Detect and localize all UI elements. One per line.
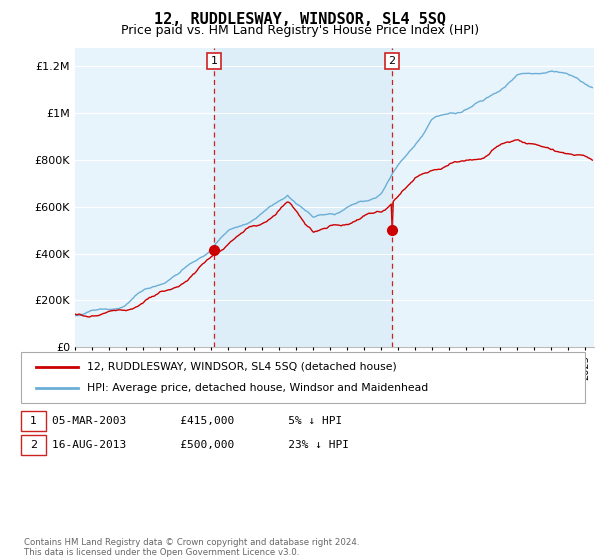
- Text: 1: 1: [211, 56, 218, 66]
- Text: 16-AUG-2013        £500,000        23% ↓ HPI: 16-AUG-2013 £500,000 23% ↓ HPI: [52, 440, 349, 450]
- Text: 12, RUDDLESWAY, WINDSOR, SL4 5SQ: 12, RUDDLESWAY, WINDSOR, SL4 5SQ: [154, 12, 446, 27]
- Text: Contains HM Land Registry data © Crown copyright and database right 2024.
This d: Contains HM Land Registry data © Crown c…: [24, 538, 359, 557]
- Text: 05-MAR-2003        £415,000        5% ↓ HPI: 05-MAR-2003 £415,000 5% ↓ HPI: [52, 416, 343, 426]
- Bar: [214, 48, 392, 347]
- Text: 2: 2: [388, 56, 395, 66]
- Text: Price paid vs. HM Land Registry's House Price Index (HPI): Price paid vs. HM Land Registry's House …: [121, 24, 479, 37]
- Text: HPI: Average price, detached house, Windsor and Maidenhead: HPI: Average price, detached house, Wind…: [87, 383, 428, 393]
- Text: 1: 1: [30, 416, 37, 426]
- Text: 12, RUDDLESWAY, WINDSOR, SL4 5SQ (detached house): 12, RUDDLESWAY, WINDSOR, SL4 5SQ (detach…: [87, 362, 397, 372]
- Text: 2: 2: [30, 440, 37, 450]
